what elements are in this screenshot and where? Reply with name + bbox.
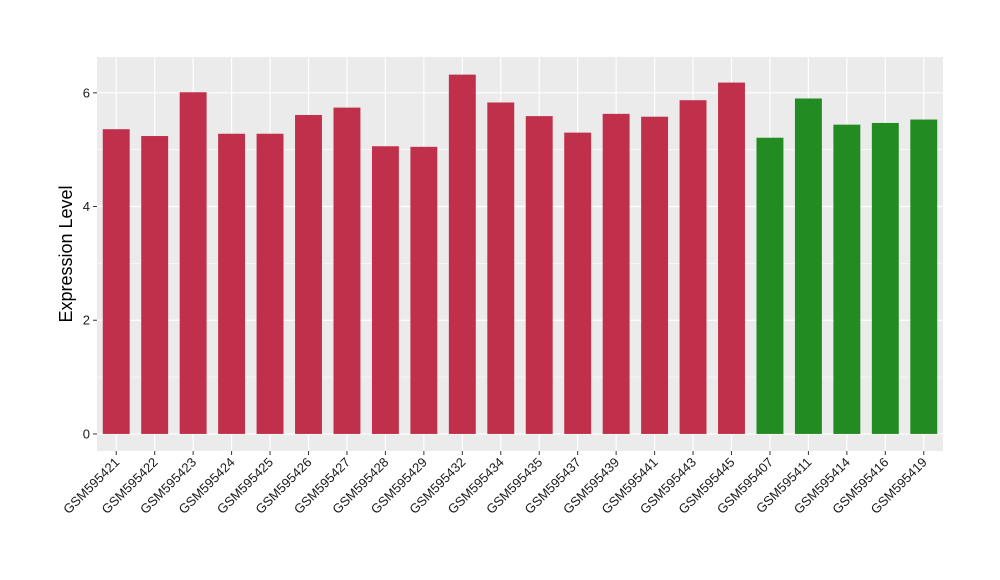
bar-gsm595422	[141, 136, 169, 434]
bar-gsm595411	[794, 98, 822, 434]
bar-gsm595421	[102, 129, 130, 434]
y-axis: 0 2 4 6	[83, 85, 97, 441]
bar-gsm595434	[487, 102, 515, 434]
bar-gsm595435	[525, 116, 553, 434]
bar-gsm595439	[602, 113, 630, 434]
bar-gsm595428	[371, 146, 399, 434]
y-tick-label: 2	[83, 313, 90, 328]
x-axis: GSM595421GSM595422GSM595423GSM595424GSM5…	[60, 451, 930, 517]
bar-gsm595407	[756, 137, 784, 434]
y-tick-label: 4	[83, 199, 90, 214]
bar-gsm595426	[295, 114, 322, 434]
bar-gsm595445	[718, 82, 745, 434]
bar-gsm595427	[333, 107, 361, 434]
bar-gsm595425	[256, 133, 284, 434]
bar-gsm595414	[833, 124, 861, 434]
bar-gsm595429	[410, 146, 438, 434]
y-tick-label: 6	[83, 85, 90, 100]
y-axis-label: Expression Level	[56, 185, 76, 322]
bar-gsm595423	[179, 92, 207, 434]
bar-gsm595437	[564, 132, 592, 434]
bar-gsm595416	[871, 122, 899, 434]
bar-gsm595432	[448, 74, 476, 434]
bar-gsm595443	[679, 100, 707, 434]
bar-gsm595441	[641, 116, 669, 434]
y-tick-label: 0	[83, 426, 90, 441]
bar-gsm595424	[218, 133, 246, 434]
bars	[102, 74, 938, 434]
bar-gsm595419	[910, 119, 938, 434]
